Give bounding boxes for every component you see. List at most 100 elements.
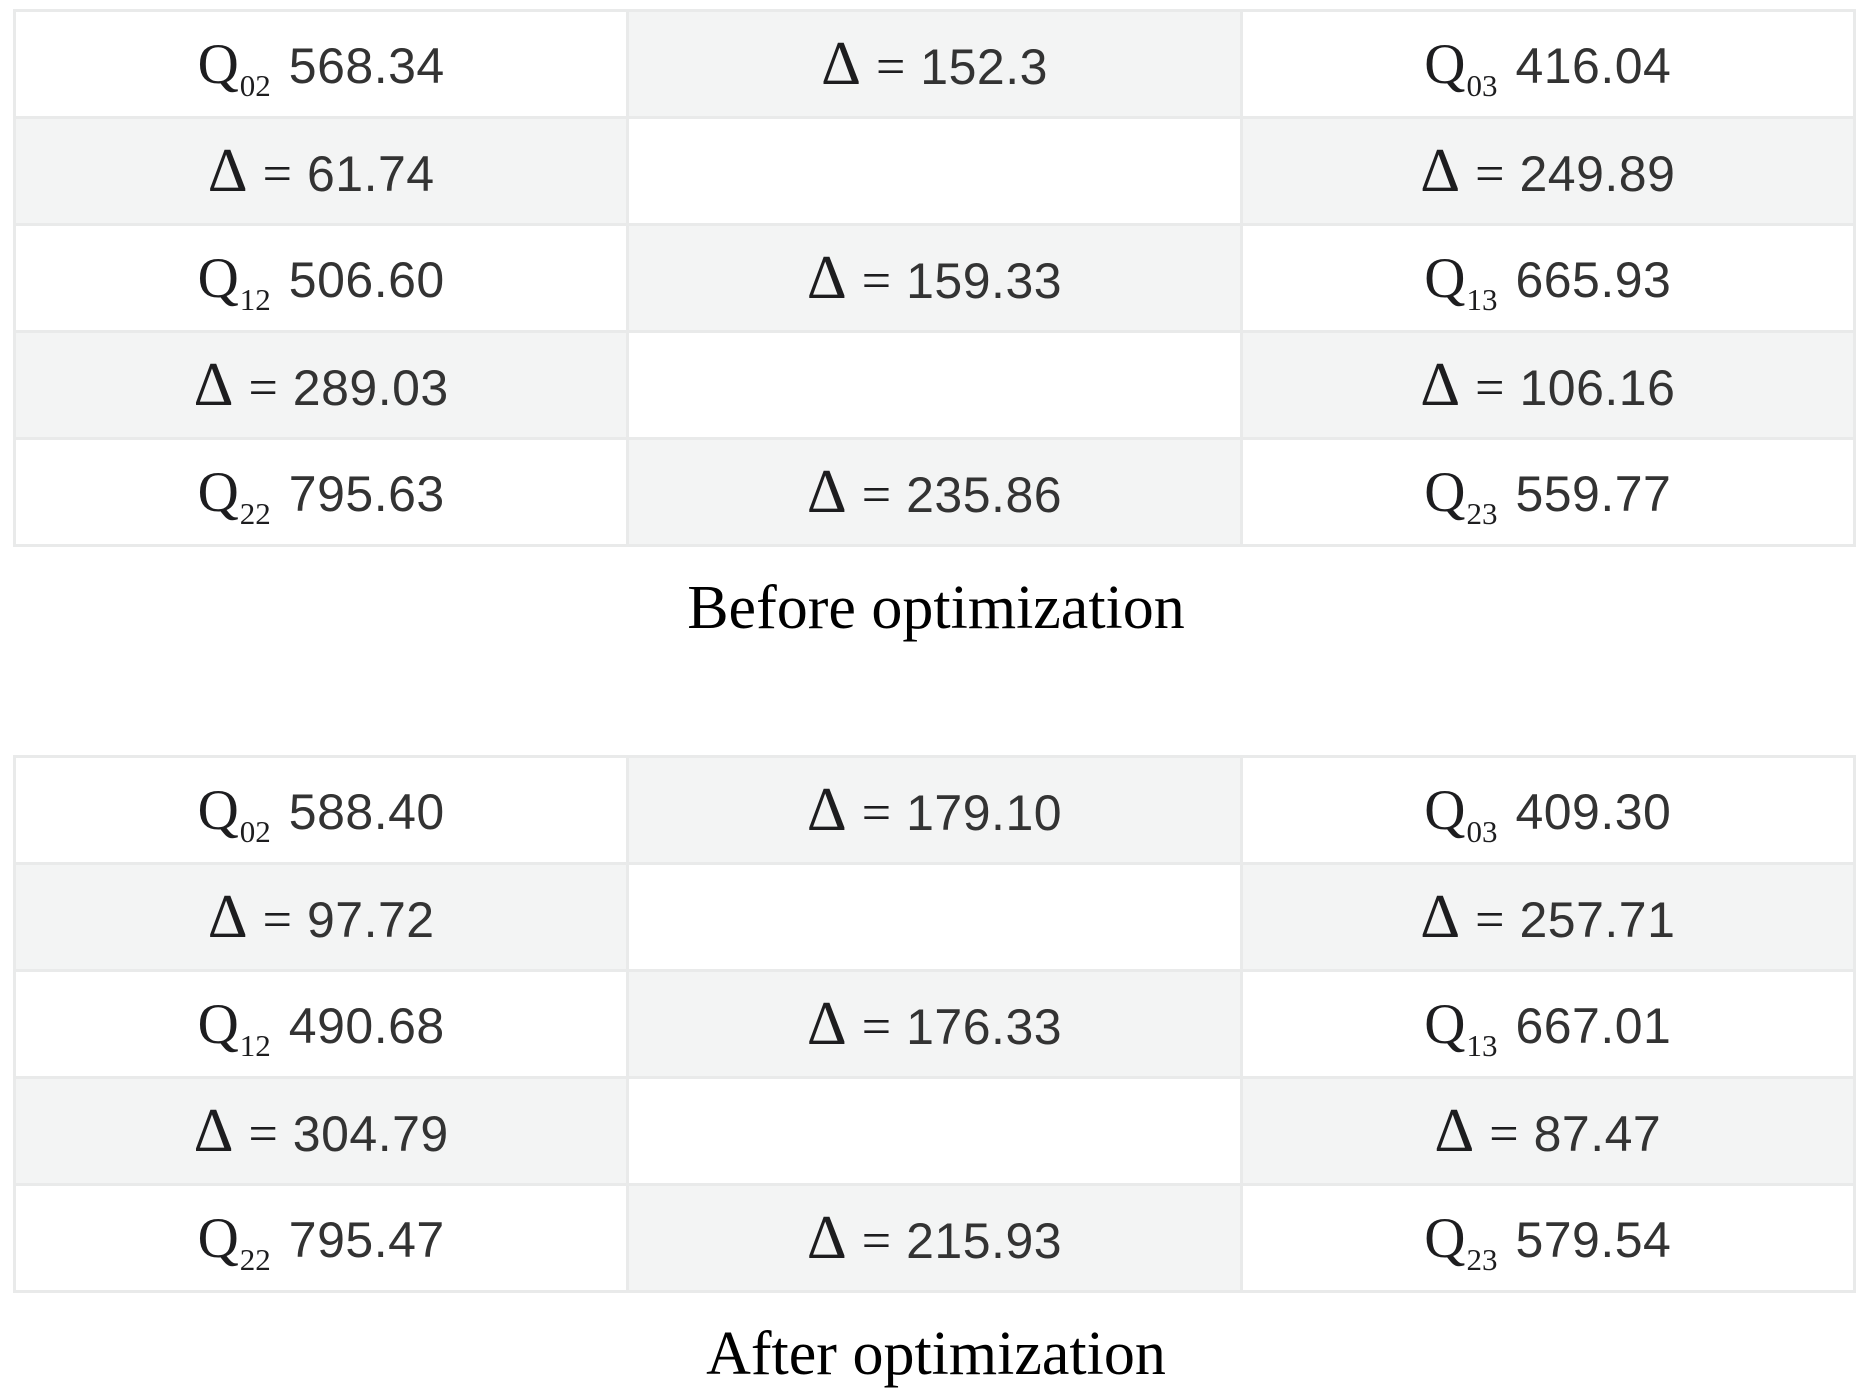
table-row: Δ = 289.03 Δ = 106.16 [12,330,1857,440]
q23-value: 579.54 [1515,1211,1672,1268]
cell-delta-bottom-after: Δ = 215.93 [626,1183,1243,1293]
equals-sign: = [861,466,892,524]
equals-sign: = [262,145,292,203]
delta-value: 97.72 [306,891,435,948]
delta-icon: Δ [806,457,847,526]
cell-empty [626,330,1243,440]
equals-sign: = [248,359,278,417]
q03-symbol: Q03 [1424,32,1498,103]
cell-delta-bottom-before: Δ = 235.86 [626,437,1243,547]
cell-q03-before: Q03 416.04 [1239,9,1857,119]
cell-q13-after: Q13 667.01 [1239,969,1857,1079]
cell-delta-mid-before: Δ = 159.33 [626,223,1243,333]
delta-icon: Δ [1420,350,1461,419]
equals-sign: = [875,38,906,96]
cell-delta-right-2-before: Δ = 106.16 [1239,330,1857,440]
delta-icon: Δ [207,882,248,951]
q02-value: 588.40 [288,783,445,840]
delta-icon: Δ [1420,136,1461,205]
equals-sign: = [262,891,292,949]
equals-sign: = [1475,359,1505,417]
delta-value: 87.47 [1533,1105,1662,1162]
q23-value: 559.77 [1515,465,1672,522]
q-subscript: 03 [1466,67,1498,103]
q-subscript: 22 [239,495,271,531]
q23-symbol: Q23 [1424,1206,1498,1277]
delta-icon: Δ [806,989,847,1058]
q22-symbol: Q22 [197,460,271,531]
cell-q02-after: Q02 588.40 [12,755,630,865]
after-optimization-table: Q02 588.40 Δ = 179.10 Q03 409.30 Δ = 97.72 Δ = 2… [12,755,1857,1293]
delta-value: 159.33 [906,252,1063,309]
q22-value: 795.47 [288,1211,445,1268]
cell-delta-left-2-after: Δ = 304.79 [12,1076,630,1186]
q-subscript: 13 [1466,281,1498,317]
cell-q02-before: Q02 568.34 [12,9,630,119]
equals-sign: = [1489,1105,1519,1163]
delta-icon: Δ [1434,1096,1475,1165]
table-row: Δ = 61.74 Δ = 249.89 [12,116,1857,226]
before-optimization-table: Q02 568.34 Δ = 152.3 Q03 416.04 Δ = 61.74 Δ = 24… [12,9,1857,547]
delta-value: 257.71 [1519,891,1676,948]
equals-sign: = [861,784,892,842]
delta-icon: Δ [207,136,248,205]
q-subscript: 03 [1466,813,1498,849]
q03-symbol: Q03 [1424,778,1498,849]
table-row: Q22 795.63 Δ = 235.86 Q23 559.77 [12,437,1857,547]
delta-value: 249.89 [1519,145,1676,202]
cell-delta-right-2-after: Δ = 87.47 [1239,1076,1857,1186]
table-row: Q02 568.34 Δ = 152.3 Q03 416.04 [12,9,1857,119]
delta-value: 179.10 [906,784,1063,841]
table-row: Q02 588.40 Δ = 179.10 Q03 409.30 [12,755,1857,865]
q-subscript: 12 [239,1027,271,1063]
q-subscript: 12 [239,281,271,317]
delta-icon: Δ [806,243,847,312]
q02-symbol: Q02 [197,778,271,849]
q23-symbol: Q23 [1424,460,1498,531]
equals-sign: = [1475,891,1505,949]
q12-value: 506.60 [288,251,445,308]
q03-value: 409.30 [1515,783,1672,840]
cell-delta-right-1-before: Δ = 249.89 [1239,116,1857,226]
delta-value: 106.16 [1519,359,1676,416]
delta-value: 304.79 [292,1105,449,1162]
q13-value: 667.01 [1515,997,1672,1054]
equals-sign: = [248,1105,278,1163]
delta-value: 61.74 [306,145,435,202]
table-row: Δ = 97.72 Δ = 257.71 [12,862,1857,972]
delta-value: 176.33 [906,998,1063,1055]
cell-delta-left-2-before: Δ = 289.03 [12,330,630,440]
q-subscript: 23 [1466,495,1498,531]
delta-value: 235.86 [906,466,1063,523]
delta-icon: Δ [1420,882,1461,951]
q-subscript: 02 [239,813,271,849]
cell-empty [626,862,1243,972]
q12-symbol: Q12 [197,992,271,1063]
cell-q12-after: Q12 490.68 [12,969,630,1079]
equals-sign: = [861,998,892,1056]
cell-empty [626,116,1243,226]
q-subscript: 13 [1466,1027,1498,1063]
delta-icon: Δ [806,1203,847,1272]
q13-symbol: Q13 [1424,246,1498,317]
q-subscript: 02 [239,67,271,103]
cell-q23-after: Q23 579.54 [1239,1183,1857,1293]
cell-q13-before: Q13 665.93 [1239,223,1857,333]
q02-symbol: Q02 [197,32,271,103]
delta-value: 289.03 [292,359,449,416]
cell-q12-before: Q12 506.60 [12,223,630,333]
delta-icon: Δ [193,1096,234,1165]
cell-empty [626,1076,1243,1186]
q22-value: 795.63 [288,465,445,522]
table-row: Q22 795.47 Δ = 215.93 Q23 579.54 [12,1183,1857,1293]
cell-q22-before: Q22 795.63 [12,437,630,547]
before-optimization-caption: Before optimization [687,574,1185,642]
delta-icon: Δ [821,29,861,98]
q13-symbol: Q13 [1424,992,1498,1063]
q22-symbol: Q22 [197,1206,271,1277]
q02-value: 568.34 [288,37,445,94]
cell-q23-before: Q23 559.77 [1239,437,1857,547]
table-row: Δ = 304.79 Δ = 87.47 [12,1076,1857,1186]
delta-value: 215.93 [906,1212,1063,1269]
